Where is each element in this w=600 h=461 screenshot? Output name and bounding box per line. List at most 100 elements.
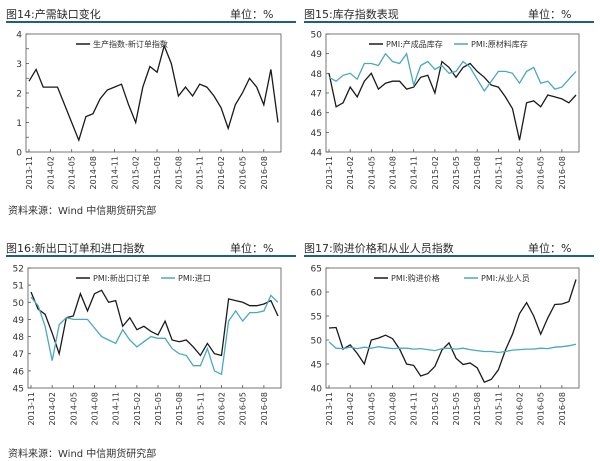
x-tick-label: 2016-08 [260,392,269,425]
y-tick-label: 55 [311,313,322,323]
x-tick-label: 2014-08 [389,156,398,189]
unit-label: 单位：% [528,242,572,255]
series-line [30,294,279,376]
y-tick-label: 0 [16,149,22,159]
legend-label: PMI:新出口订单 [93,273,150,283]
y-tick-label: 1 [16,119,22,129]
y-tick-label: 47 [13,350,24,360]
legend-label: PMI:购进价格 [391,273,440,283]
chart-title: 图16:新出口订单和进口指数 [6,242,145,255]
x-tick-label: 2015-05 [452,156,461,189]
unit-label: 单位：% [230,242,274,255]
y-tick-label: 46 [311,109,323,119]
y-tick-label: 2 [16,90,22,100]
y-tick-label: 50 [13,299,25,309]
y-tick-label: 40 [311,385,323,395]
x-tick-label: 2015-02 [133,392,142,425]
chart-plot: 44 45 46 47 48 49 50 2013-11 2014-02 2014-05 2014-… [311,31,580,189]
x-tick-label: 2014-02 [346,392,355,425]
title-underline [6,255,296,257]
series-line [328,60,577,141]
x-tick-label: 2015-11 [196,392,205,425]
x-tick-label: 2016-02 [516,156,525,189]
legend-label: PMI:产成品库存 [386,39,443,49]
unit-label: 单位：% [230,8,274,21]
x-tick-label: 2014-02 [346,156,355,189]
x-tick-label: 2014-05 [69,392,78,425]
x-tick-label: 2016-02 [516,392,525,425]
x-tick-label: 2014-11 [112,392,121,425]
y-tick-label: 51 [13,282,24,292]
series-line [328,279,577,384]
chart-title: 图14:产需缺口变化 [6,8,101,21]
x-tick-label: 2014-11 [410,392,419,425]
chart-plot: 40 45 50 55 60 65 2013-11 2014-02 2014-05 2014-08… [311,265,580,425]
x-tick-label: 2016-05 [537,156,546,189]
y-tick-label: 49 [13,316,25,326]
x-tick-label: 2014-08 [89,156,98,189]
x-tick-label: 2015-08 [175,392,184,425]
y-tick-label: 45 [311,361,322,371]
y-tick-label: 48 [13,333,25,343]
legend-label: PMI:从业人员 [481,273,530,283]
y-tick-label: 49 [311,50,323,60]
legend-label: PMI:原材料库存 [471,39,528,49]
y-tick-label: 44 [311,149,323,159]
y-tick-label: 45 [311,129,322,139]
x-tick-label: 2015-11 [494,156,503,189]
series-line [30,289,279,357]
x-tick-label: 2016-02 [218,392,227,425]
x-tick-label: 2015-05 [154,392,163,425]
y-tick-label: 60 [311,289,323,299]
x-tick-label: 2015-02 [431,392,440,425]
x-tick-label: 2014-08 [389,392,398,425]
x-tick-label: 2014-08 [91,392,100,425]
x-tick-label: 2016-08 [558,392,567,425]
x-tick-label: 2015-08 [473,156,482,189]
y-tick-label: 52 [13,265,24,275]
plot-frame [27,267,282,389]
x-tick-label: 2015-02 [431,156,440,189]
x-tick-label: 2013-11 [27,392,36,425]
chart-title: 图17:购进价格和从业人员指数 [304,242,454,255]
x-tick-label: 2013-11 [325,156,334,189]
chart-plot: 45 46 47 48 49 50 51 52 2013-11 2014-02 2014-05 201… [13,265,282,425]
y-tick-label: 47 [311,90,322,100]
x-tick-label: 2013-11 [25,156,34,189]
x-tick-label: 2015-05 [452,392,461,425]
unit-label: 单位：% [528,8,572,21]
y-tick-label: 48 [311,70,323,80]
x-tick-label: 2015-08 [473,392,482,425]
x-tick-label: 2016-08 [558,156,567,189]
y-tick-label: 4 [16,31,22,41]
source-text-bottom: 资料来源：Wind 中信期货研究部 [8,449,157,460]
x-tick-label: 2014-05 [367,156,376,189]
x-tick-label: 2016-05 [537,392,546,425]
title-underline [6,21,296,23]
y-tick-label: 45 [13,385,24,395]
x-tick-label: 2014-11 [110,156,119,189]
x-tick-label: 2015-08 [174,156,183,189]
x-tick-label: 2015-05 [153,156,162,189]
y-tick-label: 65 [311,265,322,275]
legend-label: PMI:进口 [178,274,211,283]
x-tick-label: 2014-05 [367,392,376,425]
series-line [328,341,577,354]
chart-panel-4: 图17:购进价格和从业人员指数 单位：% 40 45 50 55 60 65 2013-11… [304,240,594,440]
y-tick-label: 46 [13,367,25,377]
plot-frame [325,33,580,153]
x-tick-label: 2014-02 [46,156,55,189]
source-text-top: 资料来源：Wind 中信期货研究部 [8,206,157,217]
x-tick-label: 2016-05 [239,392,248,425]
x-tick-label: 2014-11 [410,156,419,189]
chart-title: 图15:库存指数表现 [304,8,399,21]
title-underline [304,21,594,23]
chart-panel-1: 图14:产需缺口变化 单位：% 0 1 2 3 4 2013-11 2014-02 2014-… [6,6,296,231]
x-tick-label: 2016-02 [217,156,226,189]
x-tick-label: 2014-02 [48,392,57,425]
chart-panel-3: 图16:新出口订单和进口指数 单位：% 45 46 47 48 49 50 51 52 2013… [6,240,296,440]
x-tick-label: 2014-05 [68,156,77,189]
series-line [28,43,279,143]
x-tick-label: 2013-11 [325,392,334,425]
y-tick-label: 50 [311,31,323,41]
